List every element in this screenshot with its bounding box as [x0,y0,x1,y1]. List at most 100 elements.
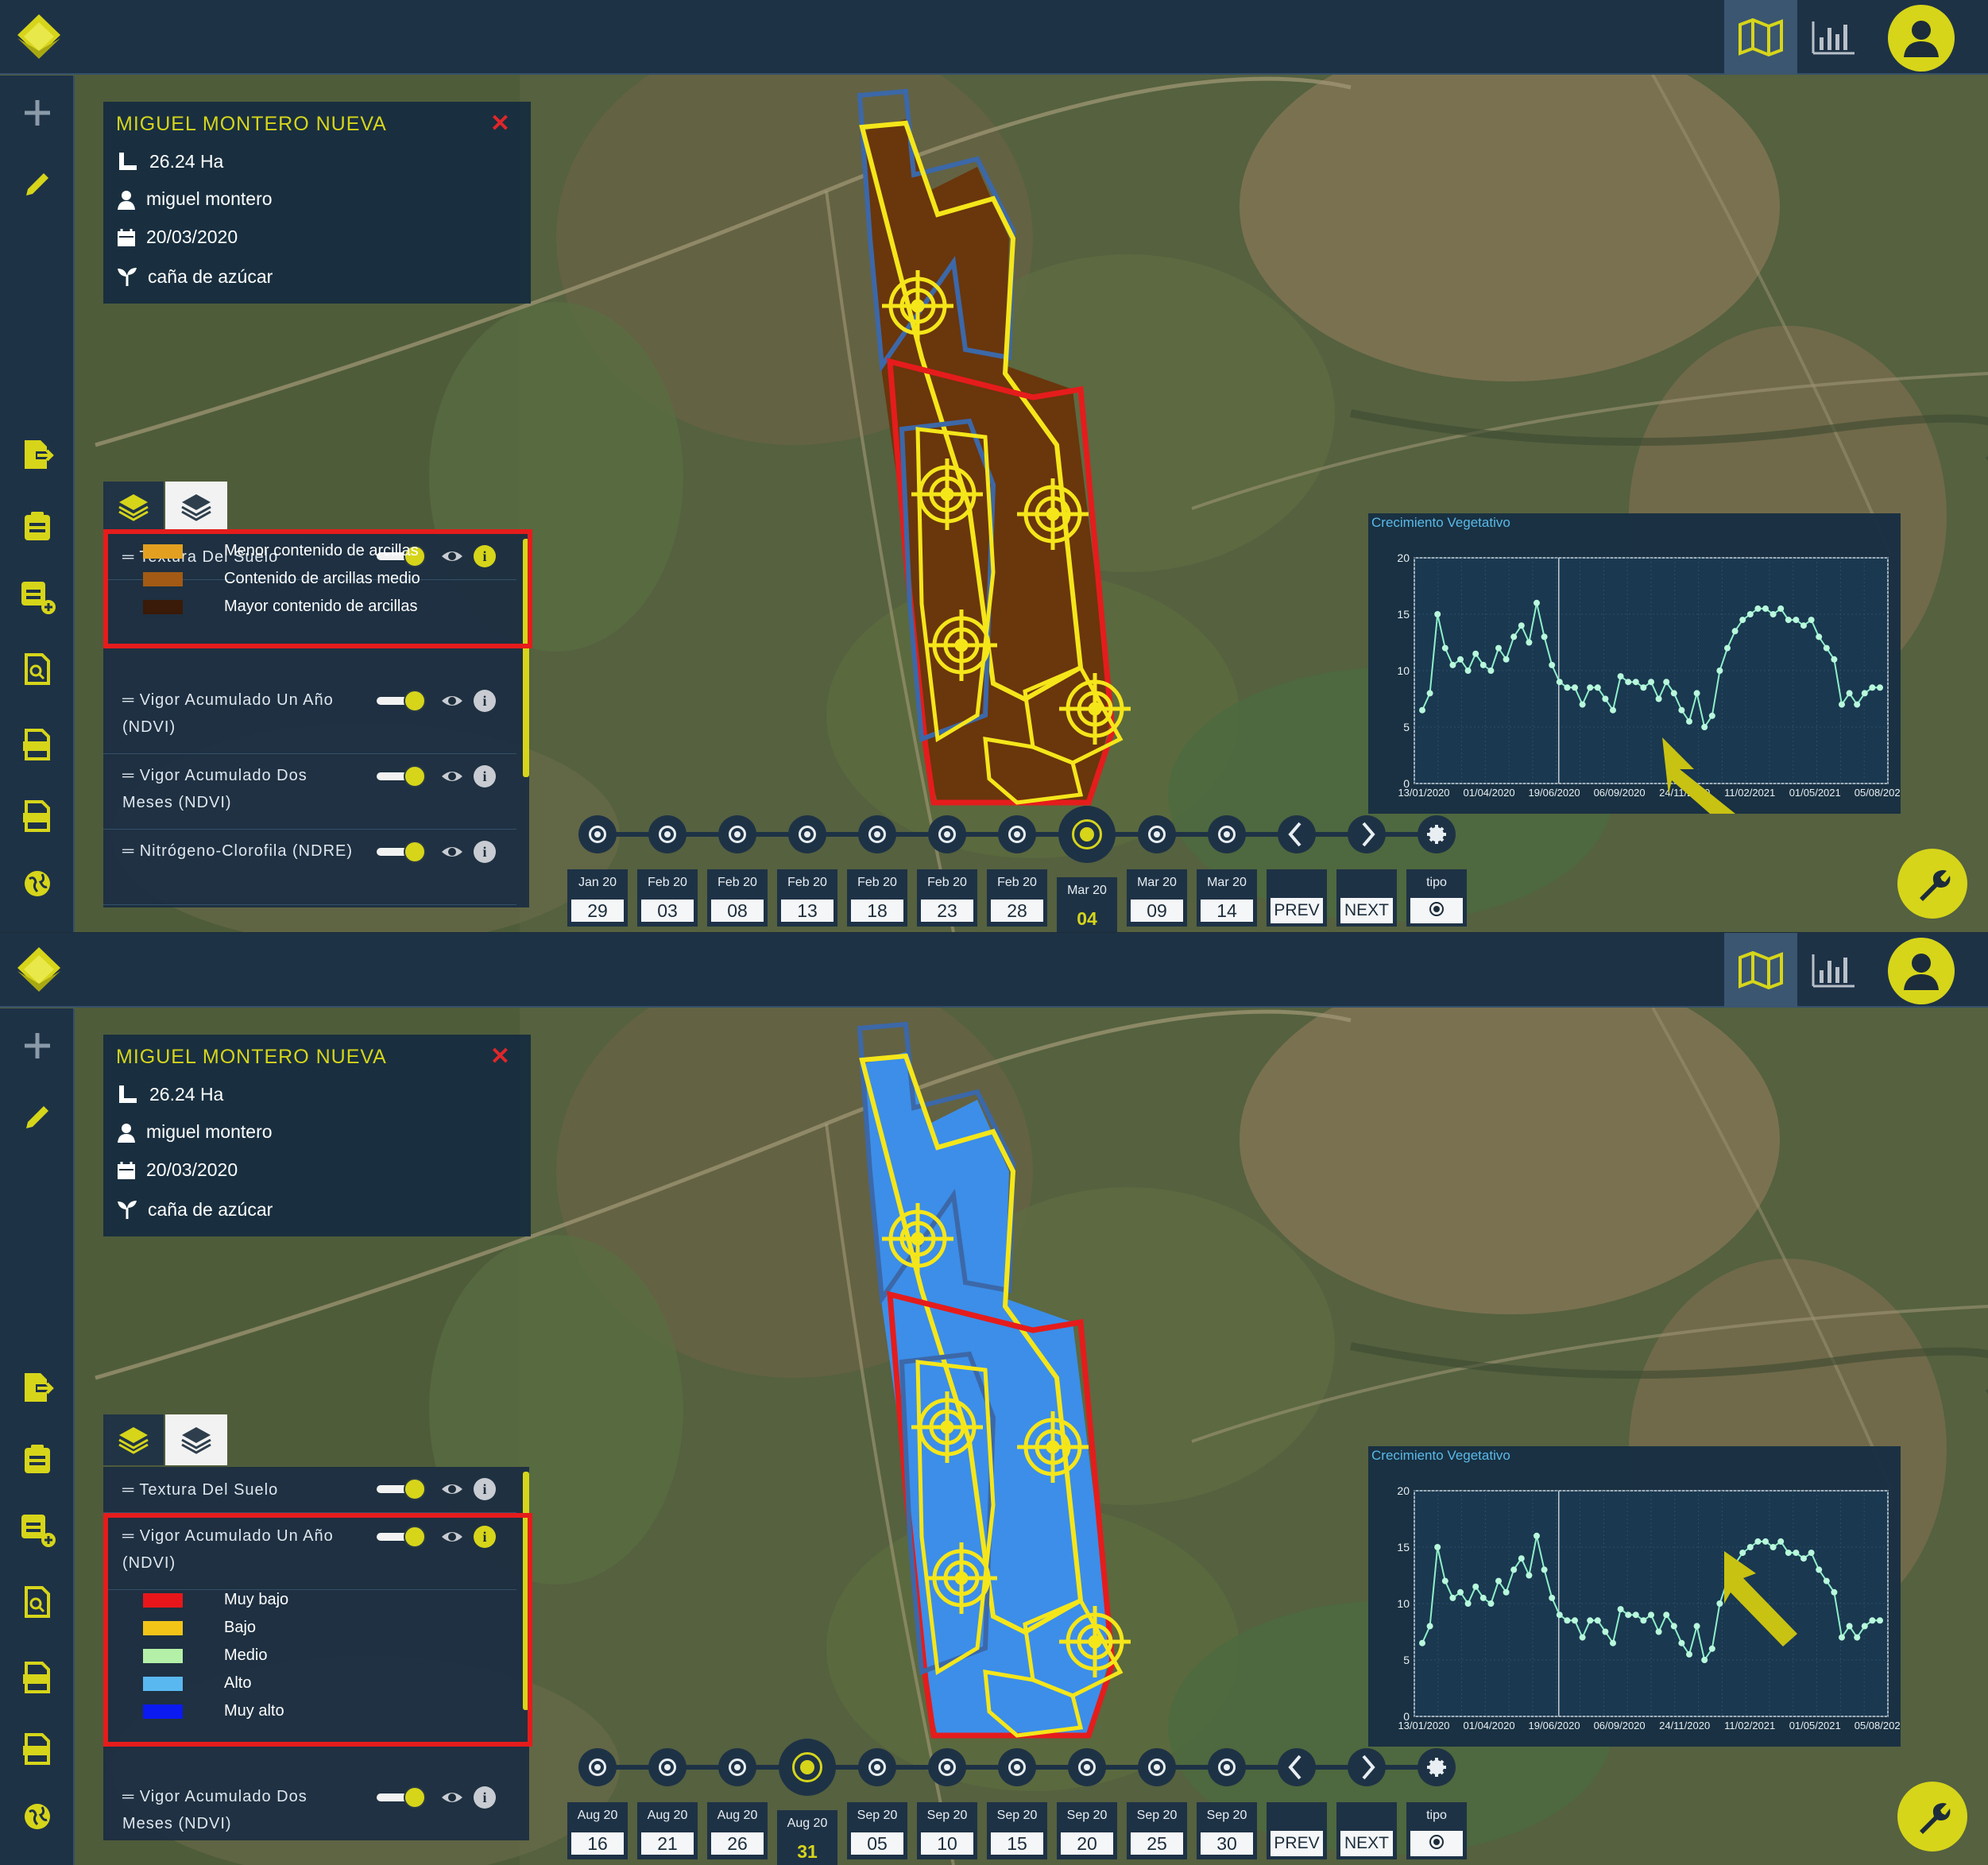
layer-info-icon[interactable]: i [474,545,496,567]
layer-item[interactable]: ═ Vigor Acumulado Un Año (NDVI) i [103,1515,516,1590]
layer-item[interactable]: ═ Textura Del Suelo i [103,534,516,580]
timeline-date-node[interactable] [718,1748,756,1786]
add-field-button[interactable] [16,1024,59,1067]
layer-opacity-toggle[interactable] [377,765,427,787]
globe-button[interactable] [16,862,59,905]
target-marker-icon[interactable] [911,459,983,530]
map-view-button[interactable] [1724,933,1797,1008]
export-json-button[interactable] [16,795,59,838]
app-logo-icon[interactable] [14,11,64,60]
chevron-left-node[interactable] [1278,815,1316,853]
report-button[interactable] [16,505,59,548]
target-marker-icon[interactable] [926,609,997,681]
growth-chart[interactable]: 0 5 10 15 20 13/01/2020 01/04/2020 19/06/2020 06… [1368,513,1901,814]
timeline-date-card[interactable]: Aug 20 16 [567,1802,628,1859]
timeline-date-node[interactable] [718,815,756,853]
user-profile-button[interactable] [1888,938,1955,1004]
edit-field-button[interactable] [16,163,59,206]
export-xls-button[interactable] [16,1656,59,1699]
timeline-date-card[interactable]: Feb 20 18 [847,869,907,927]
timeline-date-card[interactable]: Aug 20 26 [707,1802,768,1859]
timeline-date-card[interactable]: Feb 20 28 [987,869,1047,927]
chart-view-button[interactable] [1797,0,1870,75]
export-file-button[interactable] [16,433,59,476]
layer-item[interactable]: ═ Vigor Acumulado Un Año (NDVI) i [103,679,516,754]
layer-item[interactable]: ═ Vigor Acumulado Dos Meses (NDVI) i [103,754,516,830]
eye-icon[interactable] [440,842,464,861]
timeline-date-node[interactable] [648,815,687,853]
timeline-date-card[interactable]: Feb 20 03 [637,869,698,927]
next-button[interactable]: NEXT [1336,1802,1397,1859]
timeline-date-node[interactable] [1068,1748,1106,1786]
target-marker-icon[interactable] [1017,478,1089,550]
timeline-date-node[interactable] [578,815,617,853]
timeline-date-node[interactable] [1058,806,1116,863]
layer-info-icon[interactable]: i [474,841,496,863]
timeline-date-node[interactable] [928,815,966,853]
eye-icon[interactable] [440,1788,464,1807]
timeline-date-node[interactable] [578,1748,617,1786]
layer-opacity-toggle[interactable] [377,690,427,712]
eye-icon[interactable] [440,691,464,710]
timeline-date-card[interactable]: Sep 20 15 [987,1802,1047,1859]
base-layers-tab[interactable] [165,1414,227,1465]
export-xls-button[interactable] [16,723,59,766]
gear-node[interactable] [1418,815,1456,853]
target-marker-icon[interactable] [926,1542,997,1614]
timeline-date-node[interactable] [858,1748,896,1786]
gear-node[interactable] [1418,1748,1456,1786]
app-logo-icon[interactable] [14,944,64,993]
prev-button[interactable]: PREV [1267,869,1327,927]
chevron-left-node[interactable] [1278,1748,1316,1786]
document-search-button[interactable] [16,1581,59,1623]
chart-view-button[interactable] [1797,933,1870,1008]
growth-chart[interactable]: 0 5 10 15 20 13/01/2020 01/04/2020 19/06/2020 06… [1368,1446,1901,1747]
timeline-date-node[interactable] [858,815,896,853]
layer-opacity-toggle[interactable] [377,841,427,863]
timeline-date-card[interactable]: Aug 20 31 [777,1810,837,1865]
user-profile-button[interactable] [1888,5,1955,72]
layers-tab[interactable] [103,482,164,532]
layer-info-icon[interactable]: i [474,690,496,712]
tools-button[interactable] [1897,1782,1967,1851]
chevron-right-node[interactable] [1348,815,1386,853]
prev-button[interactable]: PREV [1267,1802,1327,1859]
timeline-date-card[interactable]: Mar 20 04 [1057,877,1117,932]
target-marker-icon[interactable] [882,1203,953,1275]
edit-field-button[interactable] [16,1096,59,1139]
timeline-date-card[interactable]: Aug 20 21 [637,1802,698,1859]
timeline-date-card[interactable]: Sep 20 20 [1057,1802,1117,1859]
timeline-date-card[interactable]: Feb 20 08 [707,869,768,927]
tipo-button[interactable]: tipo [1406,869,1467,927]
timeline-date-node[interactable] [648,1748,687,1786]
close-icon[interactable]: ✕ [489,1043,510,1070]
timeline-date-card[interactable]: Jan 20 29 [567,869,628,927]
layer-info-icon[interactable]: i [474,1478,496,1500]
export-json-button[interactable] [16,1728,59,1770]
eye-icon[interactable] [440,1527,464,1546]
layer-opacity-toggle[interactable] [377,545,427,567]
document-search-button[interactable] [16,648,59,691]
timeline-date-card[interactable]: Mar 20 14 [1197,869,1257,927]
target-marker-icon[interactable] [882,270,953,342]
target-marker-icon[interactable] [1059,1606,1131,1677]
add-field-button[interactable] [16,91,59,134]
globe-button[interactable] [16,1795,59,1838]
layer-opacity-toggle[interactable] [377,1526,427,1548]
layers-scrollbar[interactable] [523,539,529,777]
report-button[interactable] [16,1437,59,1480]
timeline-date-node[interactable] [788,815,826,853]
timeline-date-node[interactable] [1138,815,1176,853]
layer-item[interactable]: ═ Textura Del Suelo i [103,1467,516,1513]
timeline-date-node[interactable] [1208,1748,1246,1786]
layer-item[interactable]: ═ Vigor Acumulado Dos Meses (NDVI) i [103,1775,516,1840]
timeline-date-card[interactable]: Sep 20 10 [917,1802,977,1859]
timeline-date-card[interactable]: Feb 20 23 [917,869,977,927]
add-report-button[interactable] [16,1507,59,1550]
add-report-button[interactable] [16,575,59,617]
layer-info-icon[interactable]: i [474,1526,496,1548]
target-marker-icon[interactable] [1017,1411,1089,1483]
timeline-date-node[interactable] [998,1748,1036,1786]
eye-icon[interactable] [440,547,464,566]
timeline-date-node[interactable] [1208,815,1246,853]
